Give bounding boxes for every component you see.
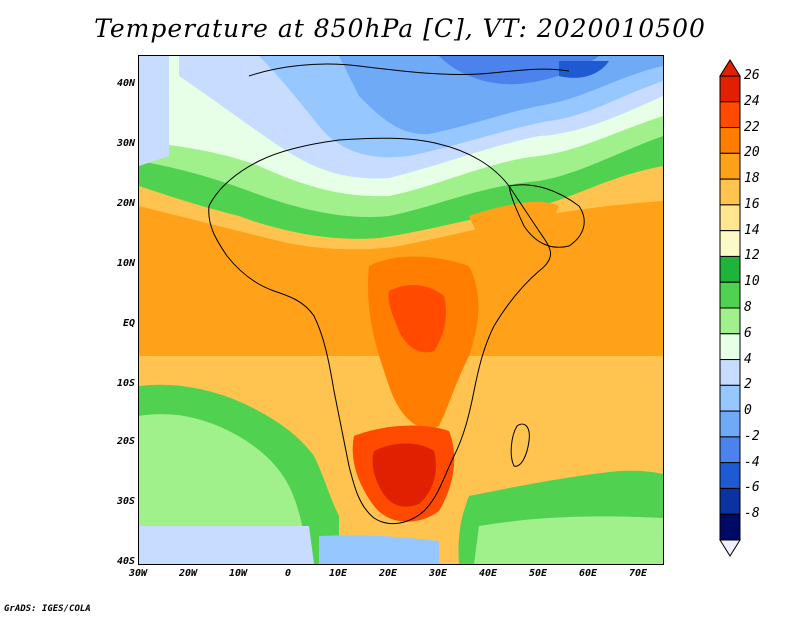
lon-label-50e: 50E	[528, 568, 548, 579]
lon-label-30e: 30E	[428, 568, 448, 579]
colorbar-tick-label: -6	[744, 480, 760, 496]
colorbar-tick-label: 4	[744, 351, 752, 367]
lon-label-10w: 10W	[228, 568, 248, 579]
lon-label-30w: 30W	[128, 568, 148, 579]
colorbar-swatch	[719, 230, 741, 257]
colorbar-tick-label: 6	[744, 325, 752, 341]
lon-label-0: 0	[284, 568, 292, 579]
colorbar-top-arrow	[719, 59, 741, 77]
lon-label-20e: 20E	[378, 568, 398, 579]
colorbar-swatch	[719, 307, 741, 335]
lat-label-30s: 30S	[116, 496, 135, 507]
colorbar-swatch	[719, 384, 741, 412]
colorbar-tick-label: 26	[744, 68, 760, 83]
colorbar-tick-label: 20	[744, 145, 760, 161]
colorbar-swatch	[719, 75, 741, 103]
colorbar-swatch	[719, 178, 741, 206]
lat-label-40n: 40N	[116, 78, 135, 89]
lat-label-20s: 20S	[116, 436, 135, 447]
lat-label-10s: 10S	[116, 378, 135, 389]
colorbar-tick-label: 12	[744, 248, 760, 264]
credit-text: GrADS: IGES/COLA	[4, 604, 91, 614]
temperature-field	[139, 56, 663, 564]
colorbar-tick-label: 22	[744, 119, 760, 135]
colorbar-tick-label: 0	[744, 403, 752, 419]
colorbar-tick-label: -4	[744, 454, 760, 470]
colorbar-swatch	[719, 152, 741, 180]
colorbar-swatch	[719, 281, 741, 309]
colorbar	[719, 59, 741, 557]
lon-label-20w: 20W	[178, 568, 198, 579]
lat-label-10n: 10N	[116, 258, 135, 269]
colorbar-swatch	[719, 410, 741, 438]
lon-label-10e: 10E	[328, 568, 348, 579]
lat-label-40s: 40S	[116, 556, 135, 567]
colorbar-tick-label: 18	[744, 171, 760, 187]
lon-label-40e: 40E	[478, 568, 498, 579]
colorbar-swatch	[719, 204, 741, 232]
colorbar-swatch	[719, 101, 741, 129]
colorbar-swatch	[719, 436, 741, 464]
colorbar-swatch	[719, 462, 741, 489]
lon-label-60e: 60E	[578, 568, 598, 579]
colorbar-tick-label: 10	[744, 274, 760, 290]
colorbar-swatch	[719, 333, 741, 361]
colorbar-tick-label: 8	[744, 300, 752, 315]
colorbar-swatch	[719, 513, 741, 541]
colorbar-bottom-arrow	[719, 539, 741, 557]
colorbar-tick-label: 2	[744, 377, 752, 393]
colorbar-tick-label: 14	[744, 222, 760, 238]
colorbar-tick-label: 16	[744, 196, 760, 212]
colorbar-tick-label: -2	[744, 428, 760, 444]
colorbar-swatch	[719, 255, 741, 283]
colorbar-tick-label: -8	[744, 506, 760, 522]
map-title: Temperature at 850hPa [C], VT: 202001050…	[94, 14, 706, 43]
lat-label-eq: EQ	[122, 318, 135, 329]
temperature-map	[138, 55, 664, 565]
colorbar-swatch	[719, 359, 741, 386]
colorbar-tick-label: 24	[744, 93, 760, 109]
lon-label-70e: 70E	[628, 568, 648, 579]
lat-label-30n: 30N	[116, 138, 135, 149]
lat-label-20n: 20N	[116, 198, 135, 209]
colorbar-swatch	[719, 487, 741, 515]
colorbar-swatch	[719, 127, 741, 154]
